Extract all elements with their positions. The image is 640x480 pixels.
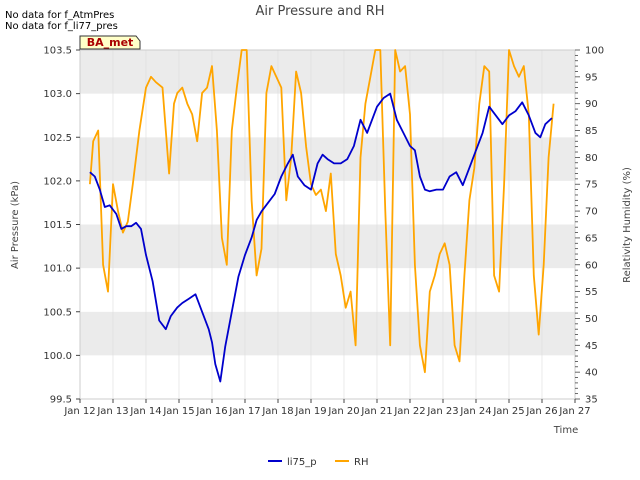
x-tick-label: Jan 15 xyxy=(162,406,194,417)
series-line-rh xyxy=(89,49,555,374)
y2-tick-label: 85 xyxy=(585,126,598,137)
y-tick-label: 99.5 xyxy=(50,395,72,406)
x-tick-label: Jan 24 xyxy=(459,406,491,417)
y-tick-label: 102.5 xyxy=(43,133,72,144)
no-data-note-1: No data for f_AtmPres xyxy=(5,10,114,21)
x-tick-label: Jan 12 xyxy=(63,406,95,417)
plot-band xyxy=(80,50,575,94)
x-tick-label: Jan 27 xyxy=(558,406,590,417)
y-axis-right: 35 40 45 50 55 60 65 70 75 80 85 90 95 100 xyxy=(575,46,604,406)
x-tick-label: Jan 16 xyxy=(195,406,227,417)
legend-label-li75-p: li75_p xyxy=(287,457,317,468)
x-tick-label: Jan 14 xyxy=(129,406,161,417)
y2-tick-label: 70 xyxy=(585,207,598,218)
y2-tick-label: 35 xyxy=(585,395,598,406)
y2-tick-label: 45 xyxy=(585,341,598,352)
y-tick-label: 100.5 xyxy=(43,307,72,318)
y2-tick-label: 40 xyxy=(585,368,598,379)
y2-tick-label: 90 xyxy=(585,99,598,110)
y2-tick-label: 80 xyxy=(585,153,598,164)
y2-tick-label: 75 xyxy=(585,180,598,191)
y2-tick-label: 100 xyxy=(585,46,604,57)
x-tick-label: Jan 25 xyxy=(492,406,524,417)
legend-label-rh: RH xyxy=(354,457,368,468)
plot-band xyxy=(80,311,575,356)
y-tick-label: 101.5 xyxy=(43,220,72,231)
y-tick-label: 102.0 xyxy=(43,176,72,187)
y-tick-label: 103.0 xyxy=(43,89,72,100)
x-tick-label: Jan 20 xyxy=(327,406,359,417)
series-line-li75-p xyxy=(89,92,553,383)
plot-bands xyxy=(80,50,575,399)
x-tick-label: Jan 18 xyxy=(261,406,293,417)
x-tick-label: Jan 13 xyxy=(96,406,128,417)
y-tick-label: 103.5 xyxy=(43,46,72,57)
x-axis: Jan 12 Jan 13 Jan 14 Jan 15 Jan 16 Jan 17 Jan … xyxy=(63,399,591,417)
x-tick-label: Jan 21 xyxy=(360,406,392,417)
station-badge-label: BA_met xyxy=(87,36,134,49)
no-data-note-2: No data for f_li77_pres xyxy=(5,21,118,32)
y-tick-label: 100.0 xyxy=(43,351,72,362)
y2-tick-label: 95 xyxy=(585,72,598,83)
y2-axis-label: Relativity Humidity (%) xyxy=(622,167,633,283)
y2-tick-label: 55 xyxy=(585,287,598,298)
y2-tick-label: 65 xyxy=(585,233,598,244)
x-axis-label: Time xyxy=(553,425,578,436)
y2-tick-label: 60 xyxy=(585,260,598,271)
plot-band xyxy=(80,93,575,138)
x-tick-label: Jan 26 xyxy=(525,406,557,417)
x-tick-label: Jan 17 xyxy=(228,406,260,417)
x-tick-label: Jan 22 xyxy=(393,406,425,417)
station-badge: BA_met xyxy=(79,35,141,50)
y2-tick-label: 50 xyxy=(585,314,598,325)
y-axis-left: 99.5 100.0 100.5 101.0 101.5 102.0 102.5 103.0 1… xyxy=(43,46,80,406)
y-tick-label: 101.0 xyxy=(43,264,72,275)
chart-title: Air Pressure and RH xyxy=(255,4,384,19)
y-axis-label: Air Pressure (kPa) xyxy=(10,181,21,269)
series-layer xyxy=(89,49,555,383)
x-tick-label: Jan 19 xyxy=(294,406,326,417)
x-tick-label: Jan 23 xyxy=(426,406,458,417)
plot-band xyxy=(80,355,575,399)
station-badge-box xyxy=(79,35,141,50)
legend: li75_p RH xyxy=(268,457,368,468)
plot-band xyxy=(80,268,575,312)
